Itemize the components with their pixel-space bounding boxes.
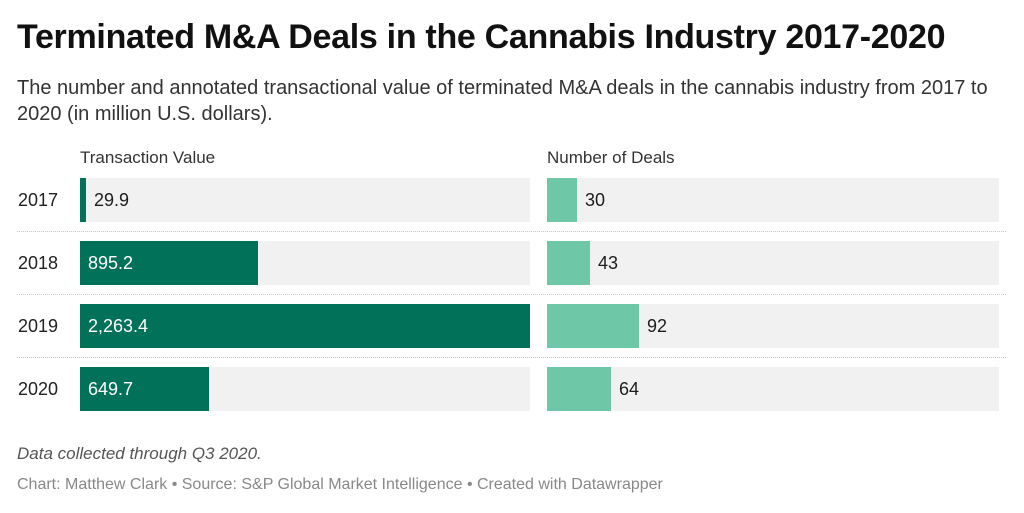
- transaction-value-track: 2,263.4: [80, 304, 530, 348]
- transaction-value-value-label: 895.2: [88, 253, 134, 273]
- number-of-deals-bar: [547, 367, 611, 411]
- transaction-value-track: 29.9: [80, 178, 530, 222]
- transaction-value-value-label: 29.9: [94, 190, 130, 210]
- transaction-value-bar: [80, 367, 209, 411]
- transaction-value-track: 649.7: [80, 367, 530, 411]
- transaction-value-bar: [80, 178, 86, 222]
- column-label-number-of-deals: Number of Deals: [547, 148, 675, 167]
- number-of-deals-bar: [547, 304, 639, 348]
- number-of-deals-track: 92: [547, 304, 999, 348]
- data-note: Data collected through Q3 2020.: [17, 444, 262, 463]
- year-label: 2017: [18, 190, 59, 210]
- number-of-deals-value-label: 43: [598, 253, 619, 273]
- row-divider: [17, 294, 1006, 295]
- row-divider: [17, 231, 1006, 232]
- number-of-deals-track: 64: [547, 367, 999, 411]
- transaction-value-value-label: 649.7: [88, 379, 134, 399]
- number-of-deals-bar: [547, 178, 577, 222]
- transaction-value-track: 895.2: [80, 241, 530, 285]
- year-label: 2019: [18, 316, 59, 336]
- number-of-deals-value-label: 92: [647, 316, 668, 336]
- column-label-transaction-value: Transaction Value: [80, 148, 216, 167]
- transaction-value-bar: [80, 241, 258, 285]
- chart-subtitle: The number and annotated transactional v…: [17, 77, 988, 125]
- chart-credits: Chart: Matthew Clark • Source: S&P Globa…: [17, 476, 663, 493]
- chart-title: Terminated M&A Deals in the Cannabis Ind…: [17, 18, 946, 56]
- number-of-deals-bar: [547, 241, 590, 285]
- year-label: 2018: [18, 253, 59, 273]
- transaction-value-bar: [80, 304, 530, 348]
- number-of-deals-track: 43: [547, 241, 999, 285]
- year-label: 2020: [18, 379, 59, 399]
- transaction-value-value-label: 2,263.4: [88, 316, 149, 336]
- number-of-deals-value-label: 64: [619, 379, 640, 399]
- row-divider: [17, 357, 1006, 358]
- number-of-deals-value-label: 30: [585, 190, 606, 210]
- number-of-deals-track: 30: [547, 178, 999, 222]
